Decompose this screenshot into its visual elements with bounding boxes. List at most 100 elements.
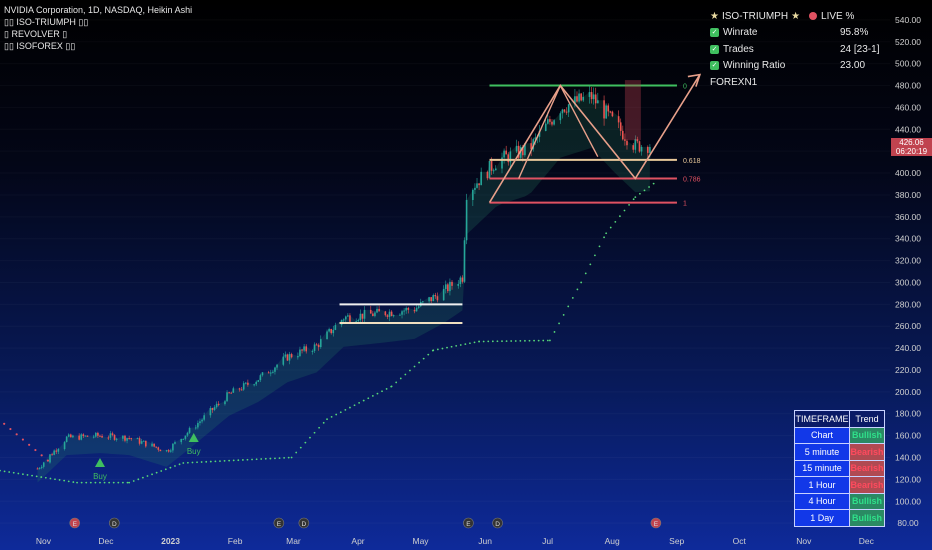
- y-tick-label: 260.00: [895, 321, 921, 331]
- candle-body: [57, 449, 60, 452]
- timeframe-table: TIMEFRAME Trend Chart Bullish 5 minute Bea…: [794, 410, 885, 527]
- candle-body: [490, 160, 493, 171]
- candle-body: [213, 407, 216, 410]
- bar-countdown: 06:20:19: [895, 147, 928, 156]
- x-tick-label: Aug: [605, 536, 620, 546]
- candle-body: [288, 354, 291, 361]
- fib-level-label: 0: [683, 84, 687, 91]
- candle-body: [580, 93, 582, 101]
- candle-body: [111, 433, 114, 435]
- candle-body: [130, 438, 133, 440]
- candle-body: [151, 443, 153, 447]
- candle-body: [53, 450, 55, 455]
- candle-body: [319, 339, 322, 348]
- stat-winning-ratio: ✓ Winning Ratio 23.00: [710, 58, 900, 75]
- candle-body: [188, 427, 191, 433]
- trailing-stop-dot: [603, 236, 605, 239]
- candle-body: [228, 392, 230, 394]
- trailing-stop-dot: [299, 446, 302, 449]
- candle-body: [49, 454, 51, 463]
- candle-body: [109, 433, 112, 438]
- indicator-iso-triumph[interactable]: ▯▯ ISO-TRIUMPH ▯▯: [4, 17, 89, 27]
- trailing-stop-dot-bear: [21, 438, 25, 441]
- stats-footer: FOREXN1: [710, 76, 758, 88]
- candle-body: [38, 467, 41, 469]
- trailing-stop-dot: [553, 331, 556, 333]
- candle-body: [459, 277, 462, 284]
- x-tick-label: Mar: [286, 536, 301, 546]
- candle-body: [301, 349, 303, 351]
- candle-body: [374, 312, 376, 317]
- trailing-stop-dot: [35, 475, 38, 478]
- trailing-stop-dot: [390, 385, 393, 388]
- trailing-stop-dot: [648, 186, 650, 188]
- candle-body: [78, 435, 80, 440]
- trailing-stop-dot: [12, 471, 15, 474]
- trailing-stop-dot: [326, 418, 328, 421]
- stat-value: 23.00: [840, 60, 866, 72]
- trailing-stop-dot: [576, 288, 579, 291]
- candle-body: [315, 344, 318, 346]
- candle-body: [344, 316, 347, 320]
- event-marker-icon: [69, 517, 81, 529]
- trailing-stop-dot: [205, 460, 208, 463]
- stat-winrate: ✓ Winrate 95.8%: [710, 25, 900, 42]
- trailing-stop-dot: [501, 340, 503, 343]
- candle-body: [401, 311, 403, 315]
- candle-body: [184, 435, 187, 439]
- trailing-stop-dot: [255, 458, 258, 461]
- candle-body: [92, 436, 95, 438]
- trend-cell: Bearish: [849, 476, 885, 494]
- trailing-stop-dot: [643, 189, 646, 192]
- candle-body: [530, 143, 532, 150]
- candle-body: [434, 294, 437, 297]
- trailing-stop-dot: [49, 477, 52, 480]
- candle-body: [494, 168, 497, 171]
- candle-body: [515, 145, 518, 152]
- candle-body: [638, 141, 641, 152]
- y-tick-label: 340.00: [895, 234, 921, 244]
- candle-body: [217, 403, 220, 405]
- trailing-stop-dot: [309, 436, 311, 439]
- candle-body: [522, 147, 524, 156]
- candle-body: [428, 297, 430, 302]
- trailing-stop-dot: [146, 475, 149, 477]
- candle-body: [51, 454, 53, 456]
- candle-body: [253, 384, 255, 386]
- timeframe-cell: 1 Day: [794, 509, 850, 527]
- candle-body: [140, 441, 143, 444]
- trailing-stop-dot: [413, 365, 416, 368]
- trailing-stop-dot: [632, 198, 635, 201]
- buy-arrow-icon: [188, 433, 199, 442]
- candle-body: [465, 200, 468, 241]
- symbol-title: NVIDIA Corporation, 1D, NASDAQ, Heikin A…: [4, 5, 193, 15]
- stat-value: 24 [23-1]: [840, 43, 880, 55]
- candle-body: [480, 171, 482, 186]
- candle-body: [40, 466, 43, 468]
- candle-body: [138, 438, 141, 444]
- event-marker-letter: E: [466, 521, 471, 528]
- indicator-isoforex[interactable]: ▯▯ ISOFOREX ▯▯: [4, 41, 76, 51]
- candle-body: [359, 313, 362, 321]
- trailing-stop-dot: [353, 404, 356, 407]
- buy-arrow-icon: [94, 458, 105, 467]
- trailing-stop-dot: [542, 339, 545, 342]
- event-marker-icon: [109, 517, 120, 529]
- candle-body: [157, 447, 160, 450]
- trailing-stop-dot: [40, 476, 43, 478]
- trailing-stop-dot: [399, 377, 402, 380]
- y-tick-label: 300.00: [895, 277, 921, 287]
- trailing-stop-dot: [108, 481, 111, 484]
- trailing-stop-dot: [395, 381, 398, 384]
- trailing-stop-dot: [200, 461, 203, 463]
- stats-title: ISO-TRIUMPH: [721, 10, 789, 22]
- candle-body: [590, 92, 593, 100]
- indicator-revolver[interactable]: ▯ REVOLVER ▯: [4, 29, 68, 39]
- candle-body: [347, 315, 349, 317]
- trailing-stop-dot: [214, 460, 217, 463]
- x-tick-label: Sep: [669, 536, 684, 546]
- trailing-stop-dot: [496, 340, 499, 343]
- check-icon: ✓: [710, 44, 719, 54]
- candle-body: [122, 435, 124, 439]
